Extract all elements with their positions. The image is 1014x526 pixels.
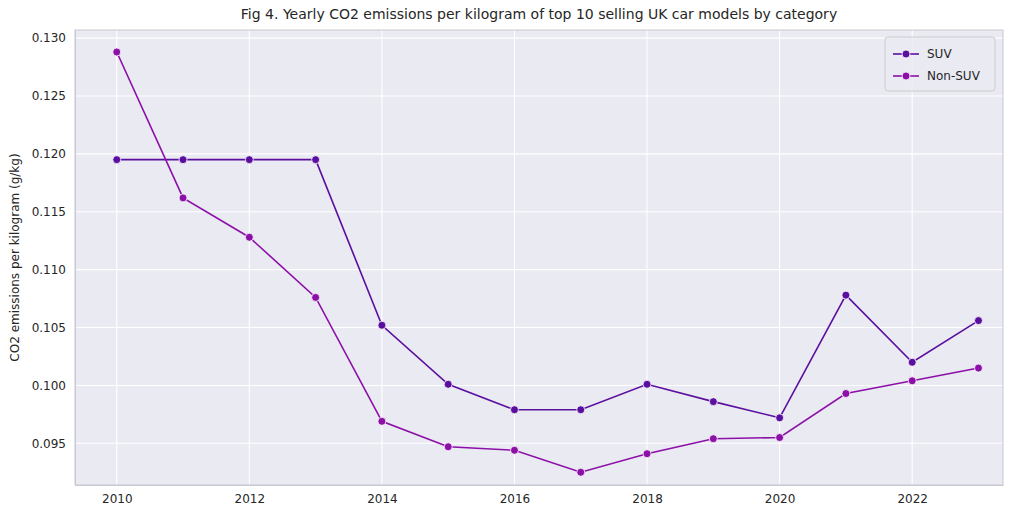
tick: 0.100 (32, 379, 75, 393)
tick-label: 2022 (897, 492, 928, 506)
grid-line (116, 30, 117, 485)
tick-label: 0.105 (32, 321, 66, 335)
point (908, 377, 916, 385)
legend-label: SUV (927, 47, 952, 61)
tick-label: 0.125 (32, 89, 66, 103)
point (113, 48, 121, 56)
grid-line (75, 211, 1003, 212)
tick-label: 0.120 (32, 147, 66, 161)
point (510, 446, 518, 454)
data-marks (113, 48, 983, 476)
point (577, 406, 585, 414)
tick: 0.105 (32, 321, 75, 335)
tick-label: 0.095 (32, 437, 66, 451)
legend-label: Non-SUV (927, 69, 981, 83)
point (842, 291, 850, 299)
line (117, 52, 979, 472)
grid-line (75, 95, 1003, 96)
point (643, 450, 651, 458)
point (245, 233, 253, 241)
tick: 2010 (102, 485, 133, 506)
grid-line (75, 153, 1003, 154)
tick: 2016 (500, 485, 531, 506)
point (378, 417, 386, 425)
y-axis: 0.095 0.100 0.105 0.110 0.115 0.120 0.125 0.130 (32, 31, 76, 486)
chart: 20102012201420162018202020220.0950.1000.… (0, 0, 1014, 526)
point (179, 156, 187, 164)
tick: 2014 (367, 485, 398, 506)
tick: 0.095 (32, 437, 75, 451)
legend: SUV Non-SUV (885, 37, 995, 91)
grid-line (249, 30, 250, 485)
point (113, 156, 121, 164)
legend-box (885, 37, 995, 91)
grid-line (75, 269, 1003, 270)
line (117, 160, 979, 418)
point (974, 317, 982, 325)
legend-entry: Non-SUV (893, 69, 981, 83)
tick-label: 2012 (235, 492, 266, 506)
tick-label: 0.115 (32, 205, 66, 219)
point (179, 194, 187, 202)
tick-label: 2010 (102, 492, 133, 506)
tick-label: 0.110 (32, 263, 66, 277)
grid-line (514, 30, 515, 485)
tick: 0.110 (32, 263, 75, 277)
point (444, 443, 452, 451)
tick-label: 0.130 (32, 31, 66, 45)
title: Fig 4. Yearly CO2 emissions per kilogram… (241, 6, 837, 22)
legend-entry: SUV (893, 47, 952, 61)
grid (75, 30, 1003, 485)
grid-line (75, 443, 1003, 444)
series (113, 48, 983, 476)
tick-label: 2016 (500, 492, 531, 506)
grid-line (646, 30, 647, 485)
point (776, 434, 784, 442)
x-axis: 2010 2012 2014 2016 2018 2020 2022 (76, 485, 1004, 506)
grid-line (75, 38, 1003, 39)
point (776, 414, 784, 422)
point (709, 435, 717, 443)
point (577, 468, 585, 476)
grid-line (381, 30, 382, 485)
plot-background (75, 30, 1003, 485)
tick: 2022 (897, 485, 928, 506)
legend-marker (902, 50, 910, 58)
point (510, 406, 518, 414)
point (312, 156, 320, 164)
point (444, 380, 452, 388)
tick-label: 2018 (632, 492, 663, 506)
point (842, 390, 850, 398)
point (245, 156, 253, 164)
point (908, 358, 916, 366)
grid-line (75, 327, 1003, 328)
tick: 0.125 (32, 89, 75, 103)
tick: 0.130 (32, 31, 75, 45)
plot-frame (75, 30, 1003, 485)
tick: 0.120 (32, 147, 75, 161)
series (113, 156, 983, 422)
tick: 0.115 (32, 205, 75, 219)
y-axis-title: CO2 emissions per kilogram (g/kg) (8, 153, 22, 361)
point (709, 398, 717, 406)
tick-label: 0.100 (32, 379, 66, 393)
point (312, 293, 320, 301)
point (643, 380, 651, 388)
grid-line (912, 30, 913, 485)
tick-label: 2020 (765, 492, 796, 506)
tick-label: 2014 (367, 492, 398, 506)
tick: 2020 (765, 485, 796, 506)
tick: 2012 (235, 485, 266, 506)
plot: 20102012201420162018202020220.0950.1000.… (32, 30, 1004, 506)
point (974, 364, 982, 372)
legend-marker (902, 72, 910, 80)
tick: 2018 (632, 485, 663, 506)
point (378, 321, 386, 329)
grid-line (75, 385, 1003, 386)
